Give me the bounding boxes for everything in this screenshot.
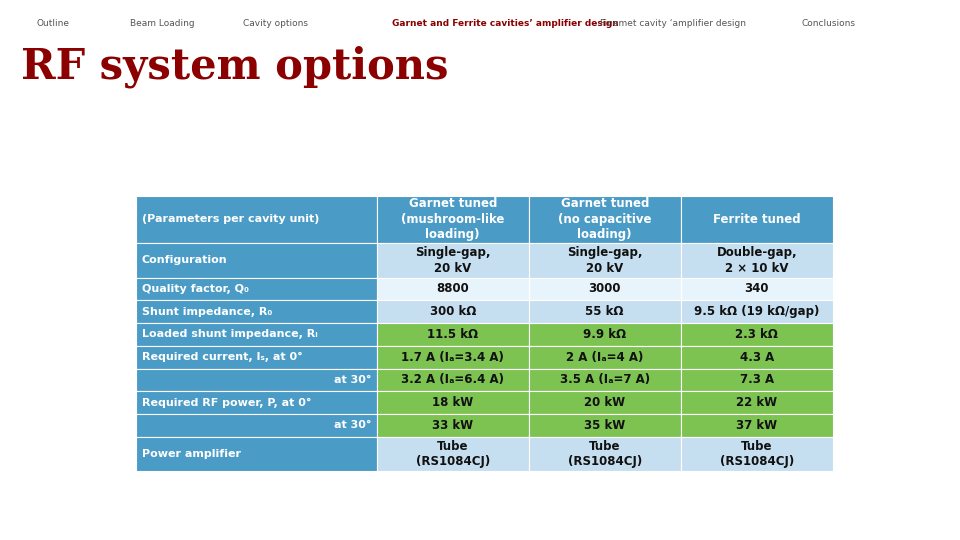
Text: 3.2 A (Iₐ=6.4 A): 3.2 A (Iₐ=6.4 A) xyxy=(401,374,504,387)
Bar xyxy=(376,392,529,414)
Bar xyxy=(376,300,529,323)
Text: Shunt impedance, R₀: Shunt impedance, R₀ xyxy=(141,307,272,316)
Bar xyxy=(681,369,832,392)
Bar xyxy=(376,278,529,300)
Bar xyxy=(376,369,529,392)
Text: 55 kΩ: 55 kΩ xyxy=(586,305,624,318)
Text: 8800: 8800 xyxy=(437,282,469,295)
Text: Single-gap,
20 kV: Single-gap, 20 kV xyxy=(415,246,491,274)
Text: 300 kΩ: 300 kΩ xyxy=(429,305,476,318)
Bar xyxy=(681,346,832,369)
Bar xyxy=(376,346,529,369)
Bar xyxy=(136,437,376,471)
Bar xyxy=(376,437,529,471)
Bar xyxy=(376,243,529,278)
Text: 4.3 A: 4.3 A xyxy=(739,350,774,363)
Text: 2.3 kΩ: 2.3 kΩ xyxy=(735,328,779,341)
Text: Quality factor, Q₀: Quality factor, Q₀ xyxy=(141,284,249,294)
Text: RF system options: RF system options xyxy=(21,46,448,89)
Bar xyxy=(529,369,681,392)
Text: (Parameters per cavity unit): (Parameters per cavity unit) xyxy=(141,214,319,224)
Bar xyxy=(136,196,376,243)
Text: Loaded shunt impedance, Rₗ: Loaded shunt impedance, Rₗ xyxy=(141,329,318,340)
Text: Required current, Iₛ, at 0°: Required current, Iₛ, at 0° xyxy=(141,352,302,362)
Bar xyxy=(681,278,832,300)
Text: 11.5 kΩ: 11.5 kΩ xyxy=(427,328,478,341)
Text: 35 kW: 35 kW xyxy=(584,419,625,432)
Bar xyxy=(136,414,376,437)
Bar xyxy=(681,243,832,278)
Text: 9.5 kΩ (19 kΩ/gap): 9.5 kΩ (19 kΩ/gap) xyxy=(694,305,820,318)
Bar xyxy=(529,196,681,243)
Text: Cavity options: Cavity options xyxy=(243,19,308,28)
Bar xyxy=(681,323,832,346)
Text: Garnet and Ferrite cavities’ amplifier design: Garnet and Ferrite cavities’ amplifier d… xyxy=(392,19,618,28)
Text: Ferrite tuned: Ferrite tuned xyxy=(713,213,801,226)
Text: 22 kW: 22 kW xyxy=(736,396,778,409)
Bar xyxy=(376,414,529,437)
Text: 37 kW: 37 kW xyxy=(736,419,778,432)
Text: Garnet tuned
(no capacitive
loading): Garnet tuned (no capacitive loading) xyxy=(558,197,652,241)
Bar xyxy=(529,300,681,323)
Bar xyxy=(376,323,529,346)
Bar xyxy=(529,346,681,369)
Text: Tube
(RS1084CJ): Tube (RS1084CJ) xyxy=(720,440,794,468)
Text: 9.9 kΩ: 9.9 kΩ xyxy=(583,328,626,341)
Text: Tube
(RS1084CJ): Tube (RS1084CJ) xyxy=(416,440,490,468)
Bar xyxy=(529,392,681,414)
Bar xyxy=(529,278,681,300)
Text: Double-gap,
2 × 10 kV: Double-gap, 2 × 10 kV xyxy=(716,246,797,274)
Bar xyxy=(681,437,832,471)
Bar xyxy=(529,437,681,471)
Bar xyxy=(136,278,376,300)
Bar xyxy=(529,323,681,346)
Bar xyxy=(681,392,832,414)
Text: at 30°: at 30° xyxy=(334,375,372,385)
Bar xyxy=(681,300,832,323)
Text: Configuration: Configuration xyxy=(141,255,228,265)
Text: Required RF power, P, at 0°: Required RF power, P, at 0° xyxy=(141,397,311,408)
Text: Power amplifier: Power amplifier xyxy=(141,449,241,459)
Text: Garnet tuned
(mushroom-like
loading): Garnet tuned (mushroom-like loading) xyxy=(401,197,504,241)
Text: 3.5 A (Iₐ=7 A): 3.5 A (Iₐ=7 A) xyxy=(560,374,650,387)
Text: Finemet cavity ‘amplifier design: Finemet cavity ‘amplifier design xyxy=(600,19,746,28)
Text: Beam Loading: Beam Loading xyxy=(130,19,194,28)
Text: 2 A (Iₐ=4 A): 2 A (Iₐ=4 A) xyxy=(566,350,643,363)
Bar xyxy=(136,323,376,346)
Bar xyxy=(681,414,832,437)
Text: Single-gap,
20 kV: Single-gap, 20 kV xyxy=(567,246,642,274)
Text: 340: 340 xyxy=(745,282,769,295)
Bar xyxy=(529,414,681,437)
Text: Outline: Outline xyxy=(36,19,69,28)
Text: 20 kW: 20 kW xyxy=(585,396,625,409)
Bar xyxy=(529,243,681,278)
Text: 33 kW: 33 kW xyxy=(432,419,473,432)
Bar xyxy=(136,300,376,323)
Bar xyxy=(136,392,376,414)
Text: at 30°: at 30° xyxy=(334,421,372,430)
Bar xyxy=(681,196,832,243)
Text: Conclusions: Conclusions xyxy=(802,19,855,28)
Text: Tube
(RS1084CJ): Tube (RS1084CJ) xyxy=(567,440,642,468)
Text: 1.7 A (Iₐ=3.4 A): 1.7 A (Iₐ=3.4 A) xyxy=(401,350,504,363)
Text: 3000: 3000 xyxy=(588,282,621,295)
Bar xyxy=(136,369,376,392)
Text: 18 kW: 18 kW xyxy=(432,396,473,409)
Bar xyxy=(136,346,376,369)
Bar xyxy=(376,196,529,243)
Text: 7.3 A: 7.3 A xyxy=(740,374,774,387)
Bar xyxy=(136,243,376,278)
